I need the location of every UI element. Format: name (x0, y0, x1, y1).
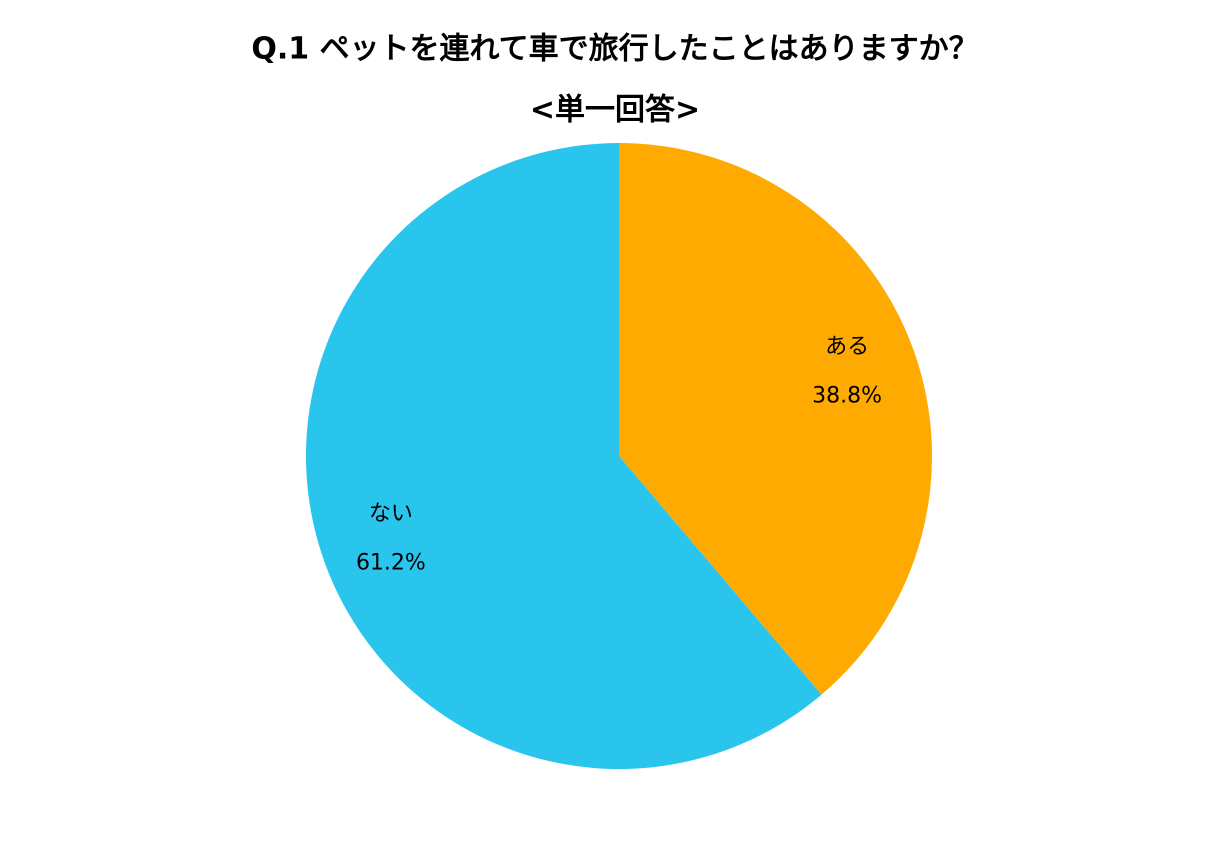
pie-slice (619, 143, 932, 695)
slice-category-label: ある (825, 334, 869, 359)
pie-slice (305, 143, 822, 769)
slice-value-label: 61.2% (356, 551, 426, 576)
chart-subtitle: <単一回答> (530, 93, 700, 128)
slice-category-label: ない (369, 502, 413, 527)
chart-title: Q.1 ペットを連れて車で旅行したことはありますか？ (251, 32, 978, 67)
slice-value-label: 38.8% (812, 383, 882, 408)
